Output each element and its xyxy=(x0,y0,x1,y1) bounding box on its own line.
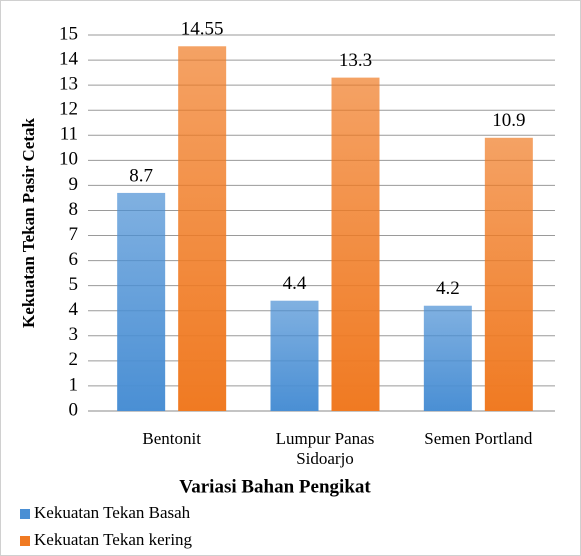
legend-swatch xyxy=(20,536,30,546)
y-tick-label: 6 xyxy=(69,249,79,270)
x-tick-label: Semen Portland xyxy=(424,429,533,448)
bar xyxy=(270,300,319,411)
data-label: 14.55 xyxy=(181,19,224,40)
x-tick-label: Lumpur Panas Sidoarjo xyxy=(275,429,375,468)
bar xyxy=(423,305,472,411)
legend-label: Kekuatan Tekan Basah xyxy=(34,503,191,522)
y-tick-label: 8 xyxy=(69,199,79,220)
x-tick-label: Bentonit xyxy=(142,429,201,448)
bar xyxy=(331,77,380,411)
y-tick-label: 15 xyxy=(59,23,78,44)
y-tick-label: 13 xyxy=(59,73,78,94)
bar xyxy=(484,137,533,412)
data-label: 4.2 xyxy=(436,278,460,299)
y-tick-label: 14 xyxy=(59,48,79,69)
y-tick-label: 10 xyxy=(59,149,78,170)
y-tick-label: 2 xyxy=(69,349,79,370)
data-label: 4.4 xyxy=(283,273,307,294)
bar xyxy=(178,46,227,411)
bar xyxy=(117,192,166,411)
y-tick-label: 0 xyxy=(69,399,79,420)
data-label: 8.7 xyxy=(129,165,153,186)
y-tick-label: 4 xyxy=(69,299,79,320)
y-tick-label: 12 xyxy=(59,99,78,120)
data-label: 13.3 xyxy=(339,50,372,71)
data-label: 10.9 xyxy=(492,110,525,131)
legend-swatch xyxy=(20,509,30,519)
legend-label: Kekuatan Tekan kering xyxy=(34,530,193,549)
y-axis-title: Kekuatan Tekan Pasir Cetak xyxy=(19,118,38,328)
y-tick-label: 5 xyxy=(69,274,79,295)
y-tick-label: 3 xyxy=(69,324,79,345)
y-tick-label: 7 xyxy=(69,224,79,245)
y-tick-label: 1 xyxy=(69,374,79,395)
x-axis-title: Variasi Bahan Pengikat xyxy=(179,476,371,497)
y-tick-label: 9 xyxy=(69,174,79,195)
y-tick-label: 11 xyxy=(60,124,78,145)
